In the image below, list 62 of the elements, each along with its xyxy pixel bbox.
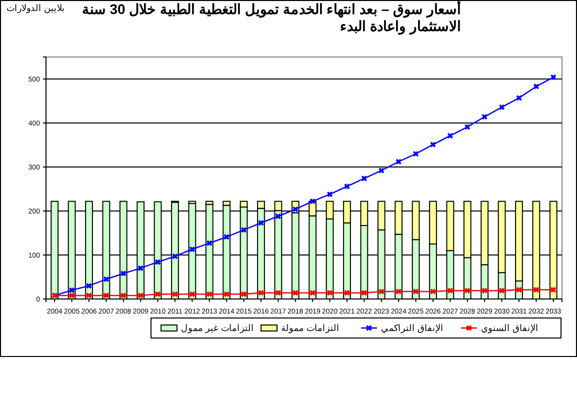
point <box>361 290 368 296</box>
point <box>326 191 333 198</box>
point <box>378 168 384 174</box>
point <box>412 288 419 294</box>
point <box>498 104 505 110</box>
legend-label: الإنفاق السنوي <box>481 323 539 334</box>
point <box>120 292 126 298</box>
point <box>240 291 247 297</box>
point <box>68 287 75 294</box>
point <box>258 220 264 226</box>
legend-label: التزامات غير ممول <box>181 323 254 334</box>
point <box>310 198 316 204</box>
point <box>516 95 522 101</box>
point <box>68 292 75 298</box>
point <box>533 84 540 90</box>
point <box>482 114 488 120</box>
point <box>550 74 556 80</box>
point <box>86 282 92 289</box>
point <box>154 259 161 265</box>
point <box>310 290 316 296</box>
point <box>138 292 144 298</box>
point <box>412 150 419 157</box>
point <box>326 290 333 296</box>
point <box>172 291 178 297</box>
point <box>396 288 402 294</box>
point <box>447 288 454 294</box>
point <box>430 142 436 148</box>
point <box>103 276 110 282</box>
legend-label: الإنفاق التراكمي <box>381 323 444 334</box>
point <box>464 124 470 130</box>
point <box>224 234 230 240</box>
point <box>103 292 110 298</box>
point <box>498 288 505 294</box>
chart-title: أسعار سوق – بعد انتهاء الخدمة تمويل التغطية الطبية خلال 30 سنة الاستثمار واعادة البدء <box>80 1 461 35</box>
point <box>482 288 488 294</box>
point <box>396 158 402 165</box>
point <box>292 290 298 296</box>
point <box>344 184 350 190</box>
point <box>189 291 196 297</box>
y-axis-title: بلايين الدولارات <box>5 3 65 13</box>
point <box>86 292 92 298</box>
point <box>189 246 196 252</box>
point <box>206 240 212 246</box>
point <box>154 291 161 297</box>
point <box>240 227 247 233</box>
point <box>172 253 178 260</box>
point <box>447 132 454 139</box>
point <box>275 213 282 220</box>
point <box>430 288 436 294</box>
point <box>275 290 282 296</box>
point <box>344 290 350 296</box>
point <box>378 288 384 294</box>
point <box>550 286 556 293</box>
point <box>120 270 126 276</box>
point <box>258 290 264 296</box>
legend-label: التزامات ممولة <box>281 323 340 334</box>
point <box>138 265 144 272</box>
point <box>464 288 470 294</box>
point <box>206 291 212 297</box>
point <box>533 286 540 293</box>
point <box>361 176 368 182</box>
point <box>224 291 230 297</box>
